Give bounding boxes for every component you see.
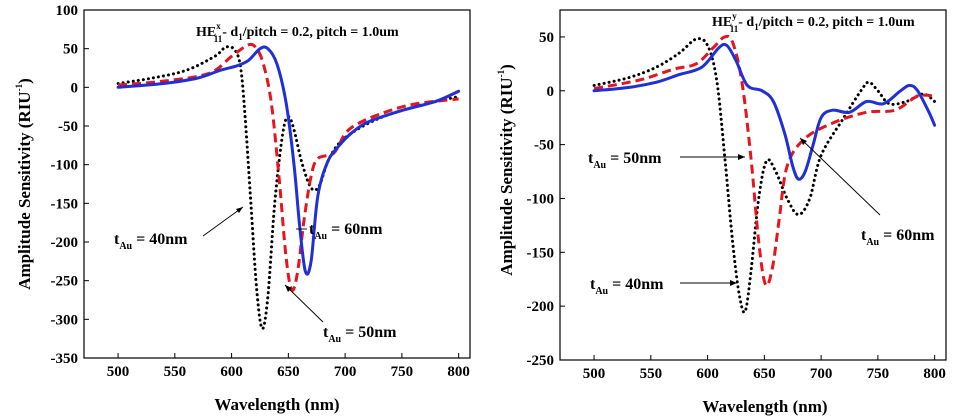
right-arrowhead-50nm [738,154,745,160]
left-x-axis-label: Wavelength (nm) [214,395,339,414]
right-x-tick-label: 600 [696,366,719,382]
left-series-3-line [116,45,461,276]
left-annotation-60nm: tAu = 60nm [309,221,383,242]
left-y-tick-label: -250 [51,274,79,290]
right-y-tick-label: -100 [527,191,555,207]
right-y-tick-label: -150 [527,245,555,261]
left-y-tick-label: -300 [51,312,79,328]
left-arrow-50nm [284,284,324,323]
right-annotation-40nm: tAu = 40nm [590,276,664,297]
right-arrowhead-60nm [800,138,807,145]
right-plot-frame [559,9,947,361]
left-arrow-40nm [202,206,244,237]
left-arrowhead-40nm [236,207,243,213]
right-series-3-line [592,42,937,181]
right-arrow-60nm [799,137,881,216]
right-annotation-50nm: tAu = 50nm [588,150,662,171]
right-series-1-line [592,37,937,314]
left-x-tick-label: 800 [447,364,470,380]
left-x-tick-label: 500 [107,364,130,380]
right-x-tick-label: 650 [753,366,776,382]
left-plot-frame [83,9,471,359]
left-y-tick-label: -350 [51,351,79,367]
left-axis-ticks: 500 550 600 650 700 750 800100500-50-100-150-2… [51,3,470,380]
left-annotation-50nm: tAu = 50nm [323,324,397,345]
left-arrowhead-50nm [285,285,292,292]
left-series-lines [116,42,461,331]
right-y-tick-label: -250 [527,353,555,369]
left-annotation-40nm: tAu = 40nm [114,231,188,252]
left-x-tick-label: 750 [391,364,414,380]
right-series-lines [592,34,937,314]
right-series-2-line [593,34,935,288]
right-x-tick-label: 700 [810,366,833,382]
right-y-tick-label: -50 [534,138,554,154]
left-series-1-line [116,45,461,331]
left-series-2-line [117,42,459,292]
left-x-tick-label: 700 [334,364,357,380]
left-y-tick-label: 50 [63,42,78,58]
left-x-tick-label: 550 [164,364,187,380]
left-x-tick-label: 650 [277,364,300,380]
right-chart-title: HEy 11- d1/pitch = 0.2, pitch = 1.0um [712,11,915,34]
right-x-tick-label: 800 [923,366,946,382]
left-y-tick-label: 100 [56,3,79,19]
left-y-axis-label: Amplitude Sensitivity (RIU-1) [14,78,34,290]
right-arrowhead-40nm [730,280,737,286]
right-y-axis-label: Amplitude Sensitivity (RIU-1) [496,64,516,276]
left-y-tick-label: -100 [51,158,79,174]
right-x-tick-label: 750 [867,366,890,382]
right-x-tick-label: 550 [640,366,663,382]
right-y-tick-label: -200 [527,299,555,315]
right-x-axis-label: Wavelength (nm) [702,397,827,416]
left-x-tick-label: 600 [220,364,243,380]
left-chart-panel: 500 550 600 650 700 750 800100500-50-100-150-2… [14,3,471,414]
left-y-tick-label: 0 [71,80,79,96]
right-axis-ticks: 500 550 600 650 700 750 800500-50-100-150-200-… [527,30,946,382]
right-y-tick-label: 50 [539,30,554,46]
right-y-tick-label: 0 [547,84,555,100]
right-x-tick-label: 500 [583,366,606,382]
left-y-tick-label: -50 [58,119,78,135]
right-chart-panel: 500 550 600 650 700 750 800500-50-100-150-200-… [496,9,947,416]
left-y-tick-label: -150 [51,196,79,212]
left-y-tick-label: -200 [51,235,79,251]
left-chart-title: HEx 11- d1/pitch = 0.2, pitch = 1.0um [196,21,399,44]
right-annotation-60nm: tAu = 60nm [861,227,935,248]
